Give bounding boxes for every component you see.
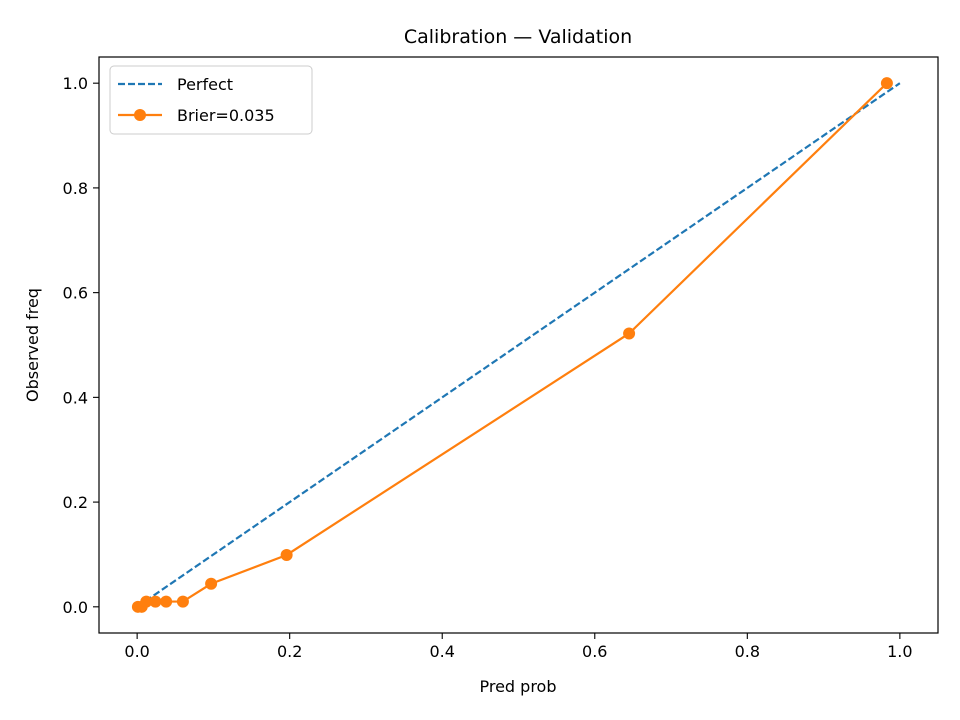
x-tick-label: 0.0 (124, 642, 149, 661)
plot-area (131, 77, 901, 613)
brier-line (137, 82, 888, 608)
x-tick-label: 0.4 (430, 642, 455, 661)
brier-point (880, 77, 893, 90)
x-axis-label: Pred prob (479, 677, 556, 696)
brier-point (176, 595, 189, 608)
y-tick-label: 1.0 (63, 74, 88, 93)
brier-point (149, 595, 162, 608)
brier-point (140, 595, 153, 608)
legend: Perfect Brier=0.035 (109, 65, 313, 135)
x-tick-label: 0.6 (582, 642, 607, 661)
chart-title: Calibration — Validation (404, 26, 632, 48)
x-tick-label: 0.8 (735, 642, 760, 661)
y-tick-label: 0.4 (63, 388, 88, 407)
y-axis: 0.0 0.2 0.4 0.6 0.8 1.0 (63, 74, 99, 617)
brier-point (160, 595, 173, 608)
legend-brier-marker (134, 109, 146, 121)
x-tick-label: 1.0 (887, 642, 912, 661)
y-tick-label: 0.0 (63, 598, 88, 617)
y-tick-label: 0.6 (63, 284, 88, 303)
legend-brier-label: Brier=0.035 (177, 106, 275, 125)
y-tick-label: 0.2 (63, 493, 88, 512)
brier-point (280, 548, 293, 561)
brier-point (205, 577, 218, 590)
x-tick-label: 0.2 (277, 642, 302, 661)
y-tick-label: 0.8 (63, 179, 88, 198)
brier-point (623, 327, 636, 340)
legend-perfect-label: Perfect (177, 75, 233, 94)
y-axis-label: Observed freq (23, 288, 42, 402)
x-axis: 0.0 0.2 0.4 0.6 0.8 1.0 (124, 633, 913, 661)
axes-frame (98, 56, 939, 634)
perfect-line (136, 82, 901, 608)
